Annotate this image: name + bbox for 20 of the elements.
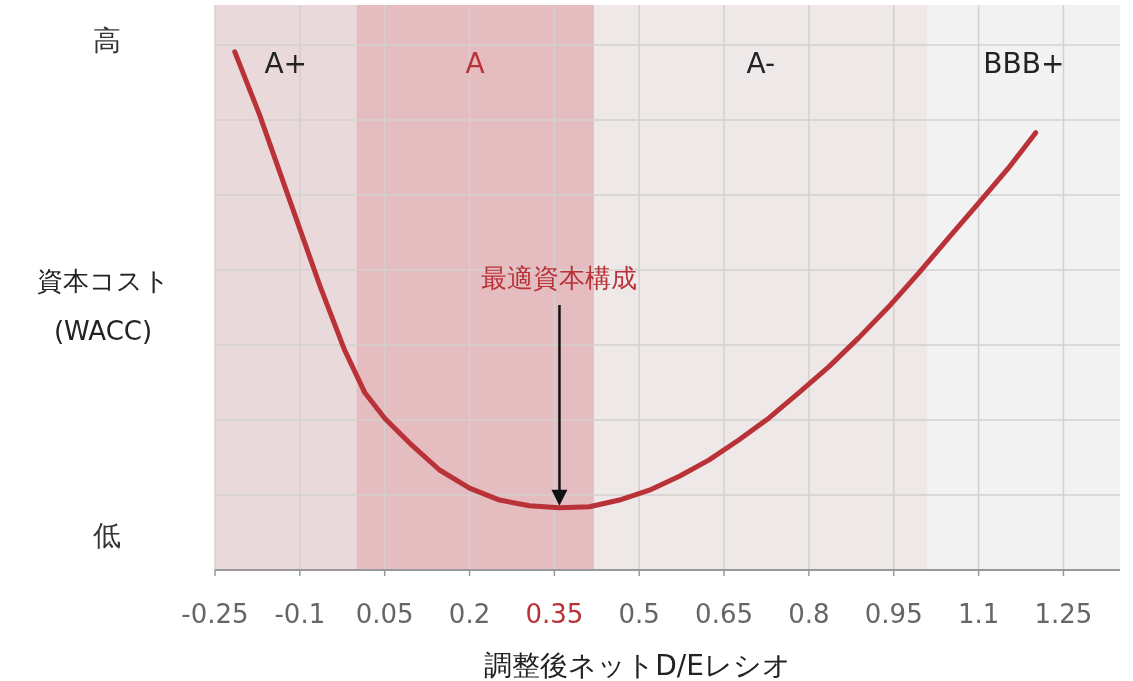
x-tick-label: -0.25 [181, 599, 249, 629]
band-label: BBB+ [983, 47, 1065, 80]
x-tick-label: 0.65 [695, 599, 754, 629]
x-tick-label: 0.2 [448, 599, 491, 629]
text: 高 [93, 24, 121, 57]
text: 低 [93, 519, 121, 552]
band-label: A+ [264, 47, 308, 80]
y-axis-title: 資本コスト (WACC) [36, 266, 170, 346]
x-tick-label: 0.05 [355, 599, 414, 629]
band-label: A- [746, 47, 776, 80]
x-tick-label: 0.95 [864, 599, 923, 629]
x-tick-label: 0.35 [525, 599, 584, 629]
annotation: 最適資本構成 [481, 263, 638, 293]
x-axis-title: 調整後ネットD/Eレシオ [484, 649, 791, 681]
x-tick-label: 0.8 [788, 599, 830, 629]
x-tick-label: -0.1 [274, 599, 326, 629]
x-tick-label: 1.1 [957, 599, 1000, 629]
x-tick-label: 1.25 [1034, 599, 1093, 629]
band-label: A [465, 47, 485, 80]
x-tick-label: 0.5 [618, 599, 660, 629]
